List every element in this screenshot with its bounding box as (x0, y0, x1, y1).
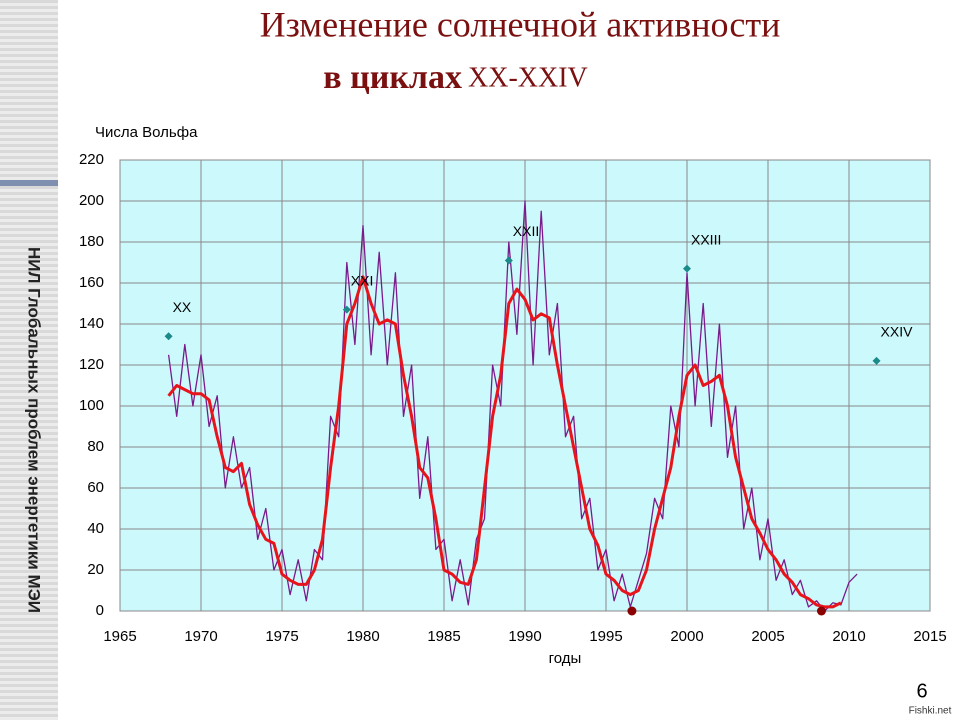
side-text: НИЛ Глобальных проблем энергетики МЭИ (25, 247, 44, 613)
y-tick-label: 100 (79, 397, 104, 414)
point-label: XXIII (691, 231, 721, 247)
marker (683, 264, 691, 273)
y-tick-label: 220 (79, 151, 104, 168)
y-tick-label: 60 (87, 479, 104, 496)
y-tick-label: 180 (79, 233, 104, 250)
point-label: XXII (513, 223, 539, 239)
title: Изменение солнечной активности (260, 4, 781, 44)
y-tick-label: 140 (79, 315, 104, 332)
point-label: XX (173, 299, 192, 315)
x-tick-label: 1995 (589, 628, 622, 645)
x-tick-label: 1980 (346, 628, 379, 645)
y-tick-label: 160 (79, 274, 104, 291)
side-bar (0, 180, 58, 186)
y-tick-label: 80 (87, 438, 104, 455)
x-tick-label: 2010 (832, 628, 865, 645)
x-axis-label: годы (549, 650, 582, 667)
x-tick-label: 2000 (670, 628, 703, 645)
page-number: 6 (916, 680, 927, 702)
x-tick-label: 1970 (184, 628, 217, 645)
y-tick-label: 200 (79, 192, 104, 209)
plot: 0 20 40 60 80 100 120 140 160 180 200 220 1965 1970 19… (79, 151, 947, 645)
marker (164, 332, 173, 341)
marker (342, 305, 351, 314)
point-label: XXI (351, 272, 374, 288)
title: в циклах (323, 59, 462, 96)
title: XX-XXIV (468, 62, 588, 93)
data-line (167, 200, 858, 612)
marker (627, 606, 637, 616)
marker (816, 606, 826, 616)
watermark: Fishki.net (909, 706, 952, 717)
data-line (167, 275, 842, 609)
marker (504, 256, 513, 265)
x-tick-label: 1965 (103, 628, 136, 645)
x-tick-label: 1985 (427, 628, 460, 645)
y-axis-label: Числа Вольфа (95, 124, 198, 141)
y-tick-label: 0 (96, 602, 104, 619)
point-label: XXIV (881, 324, 914, 340)
y-tick-label: 20 (87, 561, 104, 578)
side-stripes (0, 0, 58, 720)
marker (872, 356, 881, 365)
y-tick-label: 40 (87, 520, 104, 537)
y-tick-label: 120 (79, 356, 104, 373)
x-tick-label: 2005 (751, 628, 784, 645)
x-tick-label: 2015 (913, 628, 946, 645)
x-tick-label: 1990 (508, 628, 541, 645)
x-tick-label: 1975 (265, 628, 298, 645)
